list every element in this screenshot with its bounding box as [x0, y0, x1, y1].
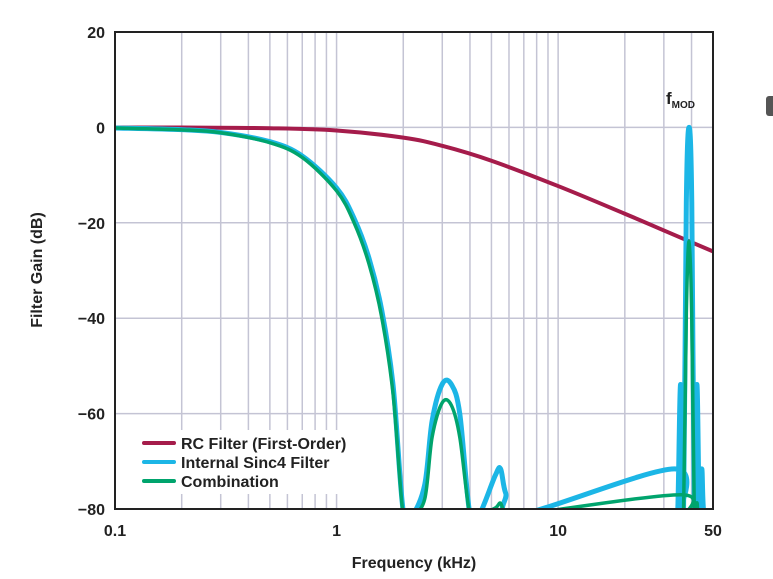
- legend: RC Filter (First-Order) Internal Sinc4 Fi…: [135, 430, 385, 494]
- x-tick-label: 10: [549, 523, 567, 540]
- y-tick-label: −20: [78, 216, 105, 233]
- y-tick-label: −60: [78, 407, 105, 424]
- y-tick-label: −40: [78, 311, 105, 328]
- y-tick-label: −80: [78, 502, 105, 519]
- series-line-rc-filter-first-order-: [115, 125, 713, 254]
- y-tick-label: 20: [87, 25, 105, 42]
- legend-background: [135, 430, 385, 494]
- tick-labels: 0.1 1 10 50 20 0 −20 −40 −60 −80: [78, 25, 722, 540]
- x-tick-label: 0.1: [104, 523, 126, 540]
- fmod-annotation: fMOD: [666, 89, 695, 111]
- plot-frame: [114, 31, 714, 510]
- legend-label: Internal Sinc4 Filter: [181, 455, 329, 472]
- grid: [115, 32, 713, 509]
- cropped-edge-element: [766, 96, 773, 116]
- x-tick-label: 50: [704, 523, 722, 540]
- legend-label: Combination: [181, 474, 279, 491]
- series-group: [115, 124, 713, 509]
- x-tick-label: 1: [332, 523, 341, 540]
- y-axis-label: Filter Gain (dB): [29, 212, 46, 328]
- y-tick-label: 0: [96, 120, 105, 137]
- x-axis-label: Frequency (kHz): [352, 555, 476, 572]
- series-line-combination: [115, 126, 700, 509]
- legend-label: RC Filter (First-Order): [181, 436, 346, 453]
